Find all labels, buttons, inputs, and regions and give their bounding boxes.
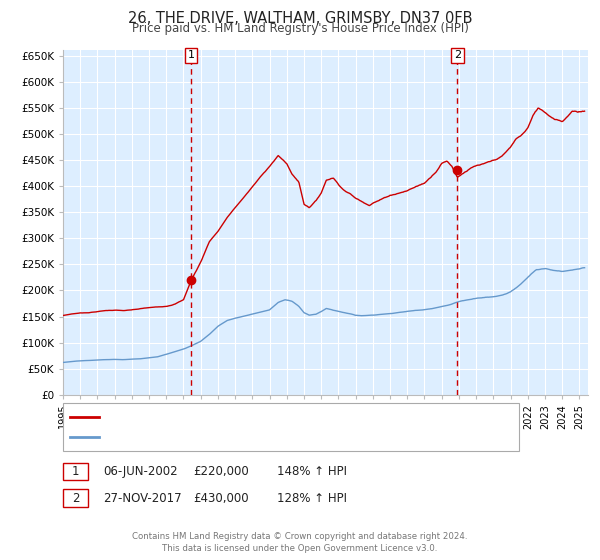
Text: Price paid vs. HM Land Registry's House Price Index (HPI): Price paid vs. HM Land Registry's House … bbox=[131, 22, 469, 35]
Text: 148% ↑ HPI: 148% ↑ HPI bbox=[277, 465, 347, 478]
Text: 2: 2 bbox=[454, 50, 461, 60]
Text: 1: 1 bbox=[72, 465, 79, 478]
Text: 2: 2 bbox=[72, 492, 79, 505]
Text: £430,000: £430,000 bbox=[193, 492, 249, 505]
Text: Contains HM Land Registry data © Crown copyright and database right 2024.
This d: Contains HM Land Registry data © Crown c… bbox=[132, 533, 468, 553]
Text: HPI: Average price, detached house, North East Lincolnshire: HPI: Average price, detached house, Nort… bbox=[106, 432, 420, 442]
Text: 26, THE DRIVE, WALTHAM, GRIMSBY, DN37 0FB: 26, THE DRIVE, WALTHAM, GRIMSBY, DN37 0F… bbox=[128, 11, 472, 26]
Text: 06-JUN-2002: 06-JUN-2002 bbox=[103, 465, 178, 478]
Text: 128% ↑ HPI: 128% ↑ HPI bbox=[277, 492, 347, 505]
Text: 27-NOV-2017: 27-NOV-2017 bbox=[103, 492, 182, 505]
Text: 26, THE DRIVE, WALTHAM, GRIMSBY, DN37 0FB (detached house): 26, THE DRIVE, WALTHAM, GRIMSBY, DN37 0F… bbox=[106, 412, 446, 422]
Text: 1: 1 bbox=[188, 50, 194, 60]
Text: £220,000: £220,000 bbox=[193, 465, 249, 478]
